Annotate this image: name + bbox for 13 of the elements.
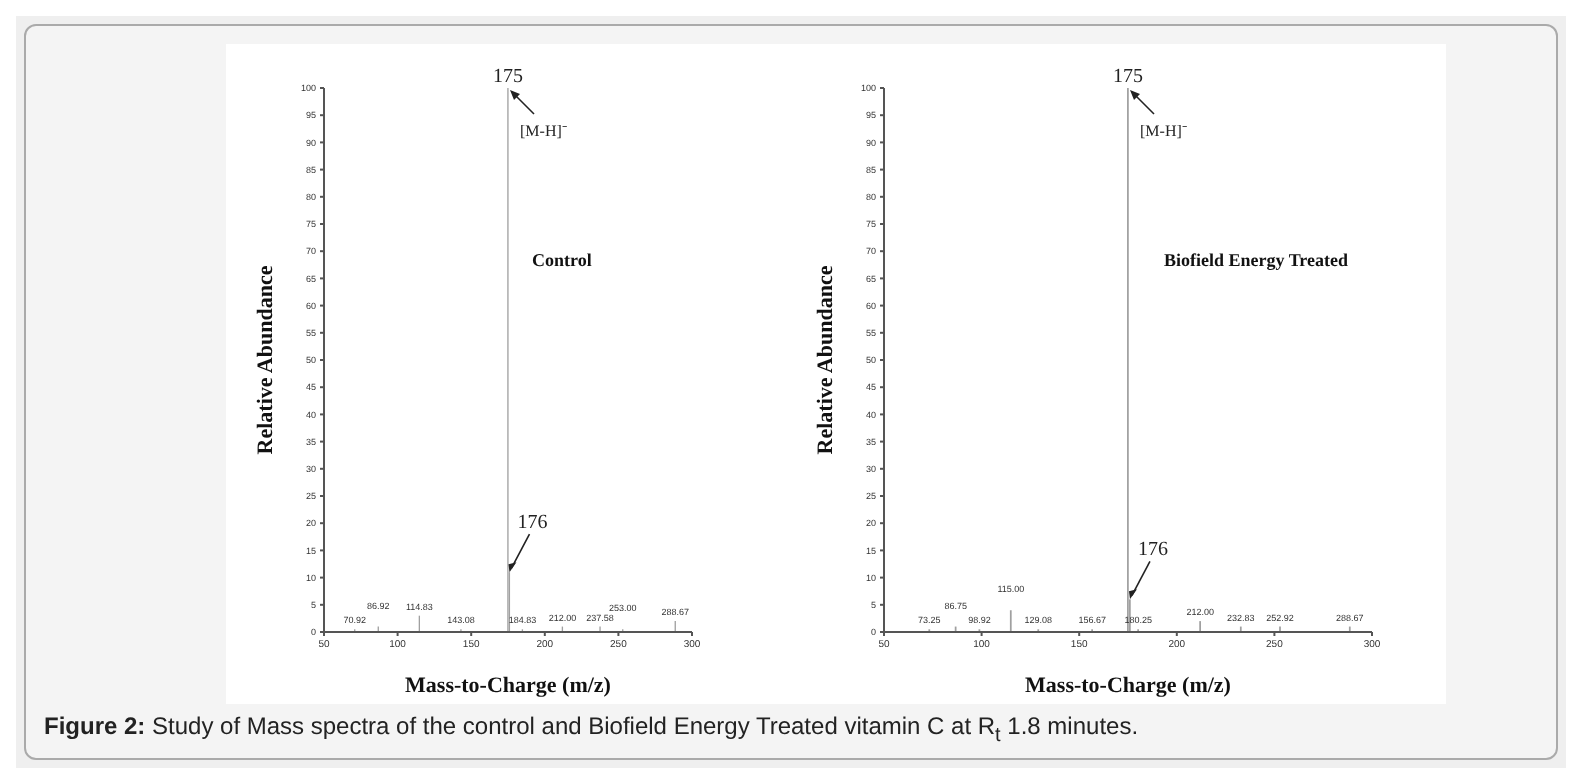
caption: Figure 2: Study of Mass spectra of the control and Biofield Energy Treated vitamin C at R$_{t}$ 1.8 minutes. <box>44 712 1139 747</box>
x-axis-title: Mass-to-Charge (m/z) <box>1025 674 1232 698</box>
annotation: 176 <box>517 512 548 535</box>
annotation: Control <box>532 250 592 270</box>
y-axis-title: Relative Abundance <box>253 265 278 455</box>
annotation: Biofield Energy Treated <box>1164 250 1348 270</box>
annotation: 176 <box>1137 539 1168 562</box>
annotation: 175 <box>1113 66 1143 88</box>
annotation: 175 <box>493 66 523 88</box>
annotation: [M-H]⁻ <box>1140 122 1188 140</box>
x-axis-title: Mass-to-Charge (m/z) <box>405 674 612 698</box>
y-axis-title: Relative Abundance <box>813 265 838 455</box>
annotation: [M-H]⁻ <box>520 122 568 140</box>
